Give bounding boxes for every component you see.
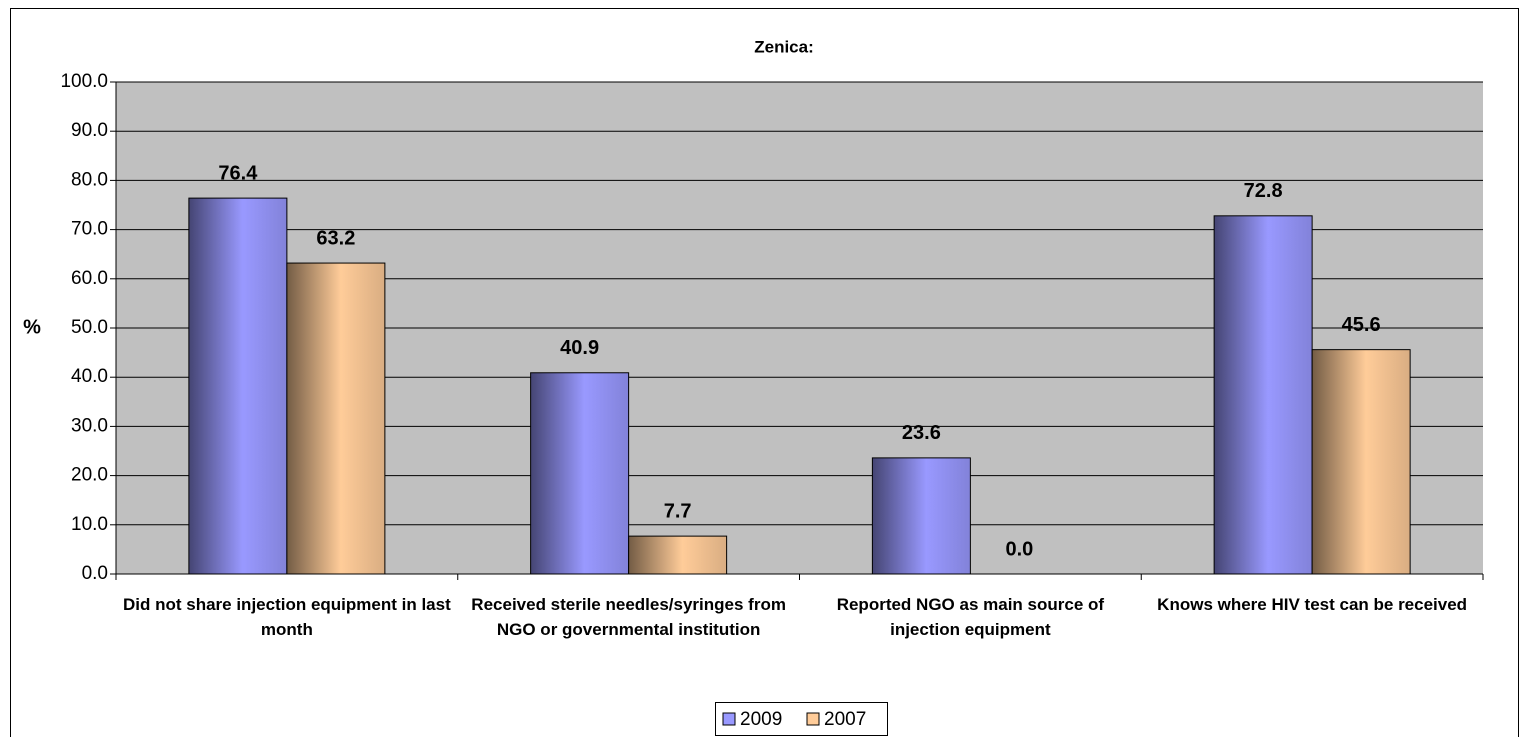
bar xyxy=(286,262,386,575)
data-label: 72.8 xyxy=(1244,180,1283,202)
legend-label: 2009 xyxy=(740,709,782,730)
data-label: 76.4 xyxy=(218,162,258,184)
y-tick-label: 80.0 xyxy=(71,169,108,190)
chart-title: Zenica: xyxy=(754,37,814,56)
bar xyxy=(871,457,971,575)
data-label: 40.9 xyxy=(560,337,599,359)
y-tick-label: 100.0 xyxy=(60,71,108,92)
bar xyxy=(1311,349,1411,575)
data-label: 23.6 xyxy=(902,422,941,444)
x-tick-label: Knows where HIV test can be received xyxy=(1157,595,1468,614)
data-label: 0.0 xyxy=(1005,538,1033,560)
data-label: 63.2 xyxy=(316,227,355,249)
bar xyxy=(628,535,728,575)
x-tick-label: Reported NGO as main source of injection… xyxy=(836,595,1105,639)
bar xyxy=(530,372,630,575)
legend xyxy=(715,702,888,736)
legend-label: 2007 xyxy=(824,709,866,730)
bar xyxy=(1213,215,1313,575)
y-tick-label: 20.0 xyxy=(71,465,108,486)
y-tick-label: 90.0 xyxy=(71,120,108,141)
y-tick-label: 10.0 xyxy=(71,514,108,535)
y-tick-label: 50.0 xyxy=(71,317,108,338)
bar xyxy=(188,197,288,575)
legend-swatch xyxy=(722,712,736,726)
data-label: 7.7 xyxy=(664,500,692,522)
y-tick-label: 40.0 xyxy=(71,366,108,387)
x-tick-label: Did not share injection equipment in las… xyxy=(122,595,451,639)
y-tick-label: 60.0 xyxy=(71,268,108,289)
y-tick-label: 70.0 xyxy=(71,219,108,240)
legend-swatch xyxy=(806,712,820,726)
data-label: 45.6 xyxy=(1342,314,1381,336)
y-tick-label: 0.0 xyxy=(82,563,108,584)
y-axis-label: % xyxy=(23,316,41,338)
y-tick-label: 30.0 xyxy=(71,415,108,436)
x-tick-label: Received sterile needles/syringes from N… xyxy=(471,595,786,639)
